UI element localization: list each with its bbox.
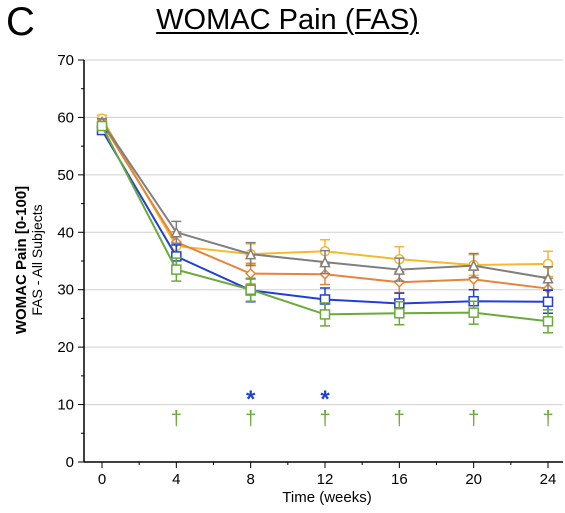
significance-dagger: † [319,408,330,430]
data-point [245,268,257,280]
series-group [96,113,554,334]
y-axis-sublabel: FAS - All Subjects [29,204,45,315]
x-tick-label: 4 [172,471,180,488]
grid-lines [84,59,563,406]
significance-dagger: † [394,408,405,430]
series-2 [96,115,554,291]
data-point [171,264,182,275]
data-point [244,247,257,260]
series-3 [96,124,554,315]
data-point [467,259,480,271]
y-axis-label: WOMAC Pain [0-100] [13,186,30,334]
data-point [319,255,331,268]
y-tick-label: 40 [57,224,74,241]
chart-title: WOMAC Pain (FAS) [156,4,419,36]
y-tick-label: 10 [57,397,74,414]
data-point [394,308,405,319]
x-tick-label: 16 [391,471,408,488]
data-point [170,226,183,238]
x-axis-ticks: 0 4 8 12 16 20 24 [98,462,557,488]
y-tick-label: 60 [57,109,74,126]
significance-asterisk: * [246,386,256,413]
y-axis-ticks: 0 10 20 30 40 50 60 70 [57,52,84,471]
significance-asterisk: * [320,386,330,413]
panel-letter: C [6,0,35,44]
data-point [542,272,554,284]
series-4 [96,120,554,334]
data-point [319,309,331,320]
y-tick-label: 70 [57,52,74,69]
x-tick-label: 24 [540,471,557,488]
x-tick-label: 12 [317,471,334,488]
data-point [96,120,108,132]
annotation-group: * *† † † † † † [171,386,554,430]
x-tick-label: 20 [465,471,482,488]
data-point [393,263,406,275]
data-point [468,307,479,318]
y-tick-label: 0 [66,454,74,471]
data-point [245,284,256,295]
significance-dagger: † [468,408,479,430]
x-tick-label: 0 [98,471,106,488]
significance-dagger: † [245,408,256,430]
y-tick-label: 30 [57,282,74,299]
y-tick-label: 20 [57,339,74,356]
data-point [542,316,554,327]
y-tick-label: 50 [57,167,74,184]
significance-dagger: † [171,408,182,430]
x-axis-label: Time (weeks) [282,489,371,506]
y-axis-label-group: WOMAC Pain [0-100] FAS - All Subjects [13,186,45,334]
data-point [542,296,554,308]
x-tick-label: 8 [246,471,254,488]
significance-dagger: † [542,408,553,430]
